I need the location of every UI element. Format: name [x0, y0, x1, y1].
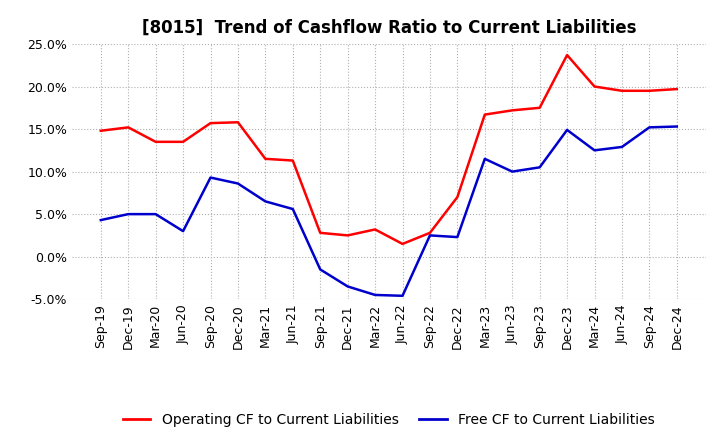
Title: [8015]  Trend of Cashflow Ratio to Current Liabilities: [8015] Trend of Cashflow Ratio to Curren…: [142, 19, 636, 37]
Legend: Operating CF to Current Liabilities, Free CF to Current Liabilities: Operating CF to Current Liabilities, Fre…: [117, 407, 660, 433]
